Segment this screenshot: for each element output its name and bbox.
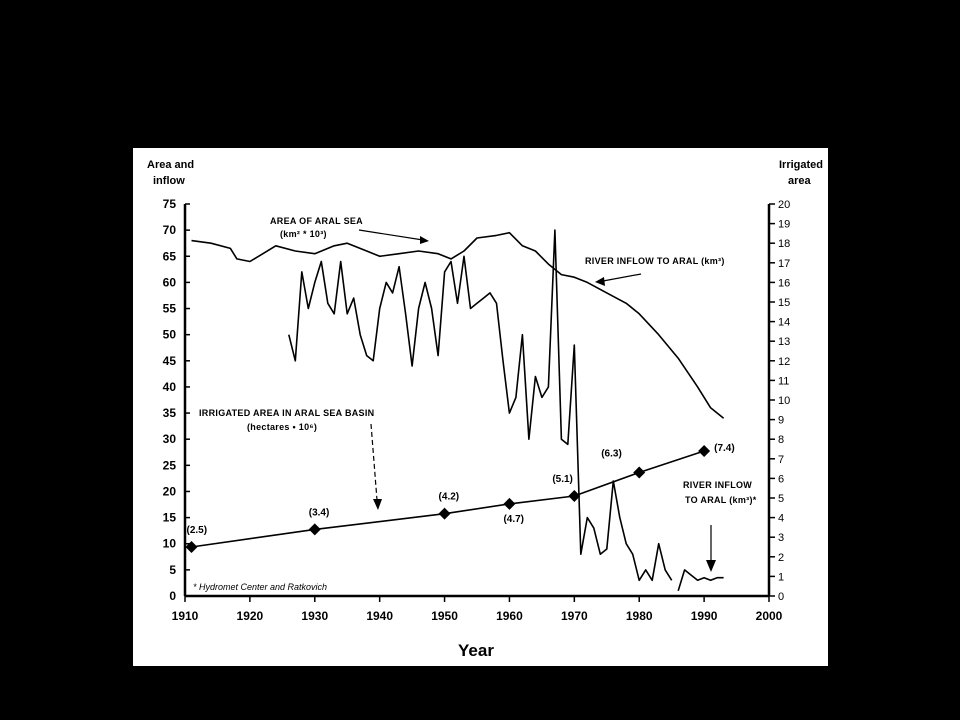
right-tick-label: 8 xyxy=(778,434,784,446)
irrigated-marker xyxy=(698,444,711,457)
right-tick-label: 20 xyxy=(778,199,790,211)
right-tick-label: 12 xyxy=(778,356,790,368)
left-tick-label: 75 xyxy=(163,197,177,211)
series-line-1 xyxy=(288,229,673,582)
left-tick-label: 55 xyxy=(163,302,177,316)
left-tick-label: 15 xyxy=(163,511,177,525)
right-tick-label: 19 xyxy=(778,219,790,231)
right-tick-label: 0 xyxy=(778,591,784,603)
left-tick-label: 70 xyxy=(163,223,177,237)
inflow2-series-label-line-1: RIVER INFLOW xyxy=(683,480,752,490)
left-tick-label: 20 xyxy=(163,484,177,498)
right-tick-label: 14 xyxy=(778,317,790,329)
right-tick-label: 7 xyxy=(778,454,784,466)
right-tick-label: 17 xyxy=(778,258,790,270)
irrigated-marker xyxy=(503,497,516,510)
irrigated-marker xyxy=(308,523,321,536)
irrigated-point-label: (4.7) xyxy=(503,514,524,525)
left-tick-label: 60 xyxy=(163,275,177,289)
right-tick-label: 1 xyxy=(778,571,784,583)
right-tick-label: 4 xyxy=(778,513,784,525)
irrigated-point-label: (2.5) xyxy=(186,525,207,536)
left-tick-label: 45 xyxy=(163,354,177,368)
irrigated-series-units: (hectares • 10⁶) xyxy=(247,422,317,432)
x-tick-label: 1990 xyxy=(691,609,718,623)
right-tick-label: 2 xyxy=(778,552,784,564)
left-tick-label: 40 xyxy=(163,380,177,394)
x-tick-label: 1970 xyxy=(561,609,588,623)
irrigated-point-label: (7.4) xyxy=(714,443,735,454)
irrigated-series-label: IRRIGATED AREA IN ARAL SEA BASIN xyxy=(199,408,374,418)
chart: Area and inflow Irrigated area 051015202… xyxy=(147,159,823,660)
x-tick-label: 2000 xyxy=(756,609,783,623)
source-note: * Hydromet Center and Ratkovich xyxy=(193,582,327,592)
left-tick-label: 50 xyxy=(163,328,177,342)
left-tick-label: 30 xyxy=(163,432,177,446)
x-tick-label: 1920 xyxy=(237,609,264,623)
series-line-0 xyxy=(191,231,725,419)
irrigated-marker xyxy=(438,507,451,520)
irrigated-point-label: (3.4) xyxy=(309,507,330,518)
area-label-arrowhead xyxy=(420,236,429,244)
inflow2-series-label-line-2: TO ARAL (km³)* xyxy=(685,495,757,505)
irrigated-marker xyxy=(185,541,198,553)
irrigated-point-label: (5.1) xyxy=(552,474,573,485)
irrigated-label-arrowhead xyxy=(373,499,382,510)
x-tick-label: 1980 xyxy=(626,609,653,623)
left-tick-label: 5 xyxy=(169,563,176,577)
right-axis-title-line-2: area xyxy=(788,175,812,187)
inflow-label-arrow xyxy=(602,273,642,282)
right-tick-label: 6 xyxy=(778,473,784,485)
area-label-arrow xyxy=(358,229,424,241)
inflow-series-label: RIVER INFLOW TO ARAL (km³) xyxy=(585,256,725,266)
left-axis-title-line-2: inflow xyxy=(153,175,185,187)
area-series-label: AREA OF ARAL SEA xyxy=(270,216,363,226)
left-tick-label: 25 xyxy=(163,458,177,472)
irrigated-point-label: (4.2) xyxy=(439,492,460,503)
right-tick-label: 18 xyxy=(778,238,790,250)
right-tick-label: 13 xyxy=(778,336,790,348)
x-axis-title: Year xyxy=(458,641,494,660)
right-tick-label: 9 xyxy=(778,415,784,427)
irrigated-point-label: (6.3) xyxy=(601,449,622,460)
right-tick-label: 15 xyxy=(778,297,790,309)
inflow2-label-arrowhead xyxy=(706,560,716,572)
right-tick-label: 3 xyxy=(778,532,784,544)
left-tick-label: 10 xyxy=(163,537,177,551)
left-tick-label: 0 xyxy=(169,589,176,603)
irrigated-label-arrow xyxy=(370,423,378,501)
right-tick-label: 16 xyxy=(778,277,790,289)
area-series-units: (km² * 10³) xyxy=(280,229,327,239)
left-tick-label: 35 xyxy=(163,406,177,420)
right-tick-label: 11 xyxy=(778,375,789,387)
chart-panel: Area and inflow Irrigated area 0 5 10 15 20 2… xyxy=(133,148,828,666)
left-axis-title-line-1: Area and xyxy=(147,159,194,171)
x-tick-label: 1950 xyxy=(431,609,458,623)
x-tick-label: 1940 xyxy=(366,609,393,623)
irrigated-marker xyxy=(568,490,581,503)
left-tick-label: 65 xyxy=(163,249,177,263)
right-axis-title-line-1: Irrigated xyxy=(779,159,823,171)
inflow-label-arrowhead xyxy=(595,277,605,286)
series-line-2 xyxy=(677,569,724,592)
x-tick-label: 1930 xyxy=(301,609,328,623)
right-tick-label: 5 xyxy=(778,493,784,505)
irrigated-marker xyxy=(633,466,646,479)
x-tick-label: 1910 xyxy=(172,609,199,623)
right-tick-label: 10 xyxy=(778,395,790,407)
x-tick-label: 1960 xyxy=(496,609,523,623)
